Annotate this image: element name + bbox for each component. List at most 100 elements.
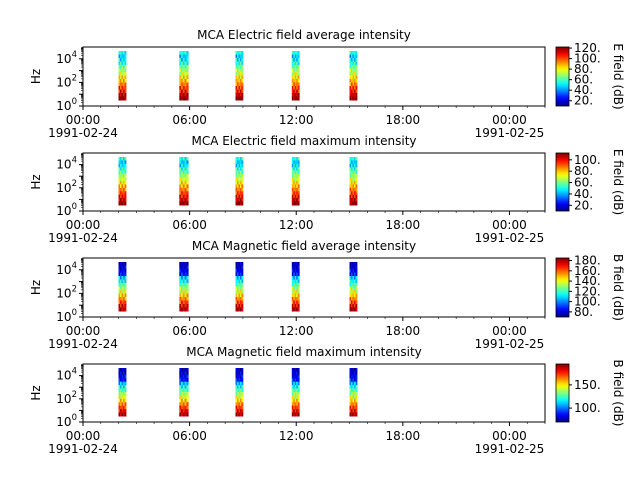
panel-4: MCA Magnetic field maximum intensity Hz 10… xyxy=(29,345,625,456)
spectrogram-segment xyxy=(291,262,300,312)
y-axis-label: Hz xyxy=(29,280,43,295)
spectrogram-segment xyxy=(349,51,358,101)
spectrogram-segment xyxy=(349,157,358,206)
x-tick-date: 1991-02-24 xyxy=(48,337,118,351)
colorbar-tick-label: 100. xyxy=(574,295,601,309)
colorbar-tick-label: 20. xyxy=(574,198,593,212)
x-tick-label: 18:00 xyxy=(386,113,421,127)
y-tick-label: 102 xyxy=(56,73,77,89)
y-tick-label: 104 xyxy=(56,261,77,277)
x-tick-label: 00:00 xyxy=(66,324,101,338)
x-tick-date: 1991-02-25 xyxy=(475,231,545,245)
colorbar-tick-label: 80. xyxy=(574,305,593,319)
colorbar: 80.100.120.140.160.180. B field (dB) xyxy=(555,254,625,321)
colorbar-tick-label: 160. xyxy=(574,264,601,278)
spectrogram-segment xyxy=(179,262,189,312)
x-tick-label: 00:00 xyxy=(492,113,527,127)
colorbar-tick-label: 40. xyxy=(574,187,593,201)
spectrogram-segment xyxy=(235,262,244,312)
colorbar-tick-label: 60. xyxy=(574,73,593,87)
x-tick-label: 12:00 xyxy=(279,324,314,338)
colorbar-label: B field (dB) xyxy=(611,360,625,427)
x-tick-label: 00:00 xyxy=(492,324,527,338)
y-tick-label: 102 xyxy=(56,179,77,195)
colorbar-tick-label: 60. xyxy=(574,176,593,190)
colorbar: 20.40.60.80.100. E field (dB) xyxy=(555,149,625,215)
colorbar-label: E field (dB) xyxy=(611,43,625,109)
x-tick-date: 1991-02-25 xyxy=(475,442,545,456)
x-tick-label: 18:00 xyxy=(386,218,421,232)
colorbar: 20.40.60.80.100.120. E field (dB) xyxy=(555,41,625,110)
y-tick-label: 100 xyxy=(56,413,77,429)
x-tick-label: 06:00 xyxy=(172,218,207,232)
panel-2: MCA Electric field maximum intensity Hz 10… xyxy=(29,134,625,245)
colorbar: 100. 150. B field (dB) xyxy=(555,360,625,427)
colorbar-label: B field (dB) xyxy=(611,254,625,321)
plot-frame xyxy=(82,363,546,423)
colorbar-tick-label: 80. xyxy=(574,62,593,76)
colorbar-tick-label: 100. xyxy=(574,401,601,415)
x-tick-label: 12:00 xyxy=(279,113,314,127)
colorbar-tick-label: 120. xyxy=(574,284,601,298)
spectrogram-segment xyxy=(235,157,244,206)
x-tick-label: 12:00 xyxy=(279,429,314,443)
x-tick-date: 1991-02-24 xyxy=(48,126,118,140)
x-tick-date: 1991-02-24 xyxy=(48,442,118,456)
x-tick-label: 12:00 xyxy=(279,218,314,232)
colorbar-label: E field (dB) xyxy=(611,149,625,215)
spectrogram-segment xyxy=(291,51,300,101)
y-tick-label: 100 xyxy=(56,308,77,324)
y-tick-label: 102 xyxy=(56,390,77,406)
x-tick-label: 00:00 xyxy=(492,429,527,443)
y-tick-label: 104 xyxy=(56,50,77,66)
colorbar-tick-label: 180. xyxy=(574,254,601,268)
plot-frame xyxy=(82,46,546,107)
colorbar-tick-label: 100. xyxy=(574,153,601,167)
spectrogram-segment xyxy=(235,51,244,101)
y-tick-label: 104 xyxy=(56,367,77,383)
colorbar-tick-label: 150. xyxy=(574,378,601,392)
x-tick-label: 00:00 xyxy=(66,218,101,232)
y-tick-label: 100 xyxy=(56,97,77,113)
x-tick-label: 06:00 xyxy=(172,324,207,338)
x-tick-label: 18:00 xyxy=(386,429,421,443)
x-tick-date: 1991-02-25 xyxy=(475,337,545,351)
spectrogram-segment xyxy=(291,157,300,206)
plot-frame xyxy=(82,152,546,212)
x-tick-date: 1991-02-24 xyxy=(48,231,118,245)
plot-frame xyxy=(82,257,546,318)
spectrogram-segment xyxy=(179,157,189,206)
y-axis-label: Hz xyxy=(29,69,43,84)
x-tick-label: 00:00 xyxy=(66,429,101,443)
y-tick-label: 102 xyxy=(56,284,77,300)
y-axis-label: Hz xyxy=(29,174,43,189)
colorbar-tick-label: 120. xyxy=(574,41,601,55)
y-tick-label: 104 xyxy=(56,156,77,172)
spectrogram-segment xyxy=(179,368,189,417)
panel-3: MCA Magnetic field average intensity Hz 10… xyxy=(29,239,625,351)
spectrogram-segment xyxy=(349,368,358,417)
x-tick-label: 06:00 xyxy=(172,429,207,443)
panel-title: MCA Magnetic field average intensity xyxy=(192,239,416,253)
panel-title: MCA Electric field average intensity xyxy=(197,28,411,42)
colorbar-tick-label: 40. xyxy=(574,83,593,97)
colorbar-tick-label: 20. xyxy=(574,94,593,108)
colorbar-tick-label: 80. xyxy=(574,164,593,178)
spectrogram-segment xyxy=(118,262,127,312)
y-tick-label: 100 xyxy=(56,202,77,218)
colorbar-tick-label: 140. xyxy=(574,274,601,288)
spectrogram-segment xyxy=(118,368,127,417)
colorbar-tick-label: 100. xyxy=(574,52,601,66)
panel-title: MCA Electric field maximum intensity xyxy=(191,134,416,148)
panel-title: MCA Magnetic field maximum intensity xyxy=(186,345,422,359)
x-tick-label: 00:00 xyxy=(492,218,527,232)
x-tick-label: 06:00 xyxy=(172,113,207,127)
x-tick-label: 00:00 xyxy=(66,113,101,127)
spectrogram-segment xyxy=(118,157,127,206)
x-tick-label: 18:00 xyxy=(386,324,421,338)
spectrogram-segment xyxy=(349,262,358,312)
spectrogram-segment xyxy=(118,51,127,101)
spectrogram-segment xyxy=(235,368,244,417)
panel-1: MCA Electric field average intensity Hz 10… xyxy=(29,28,625,140)
